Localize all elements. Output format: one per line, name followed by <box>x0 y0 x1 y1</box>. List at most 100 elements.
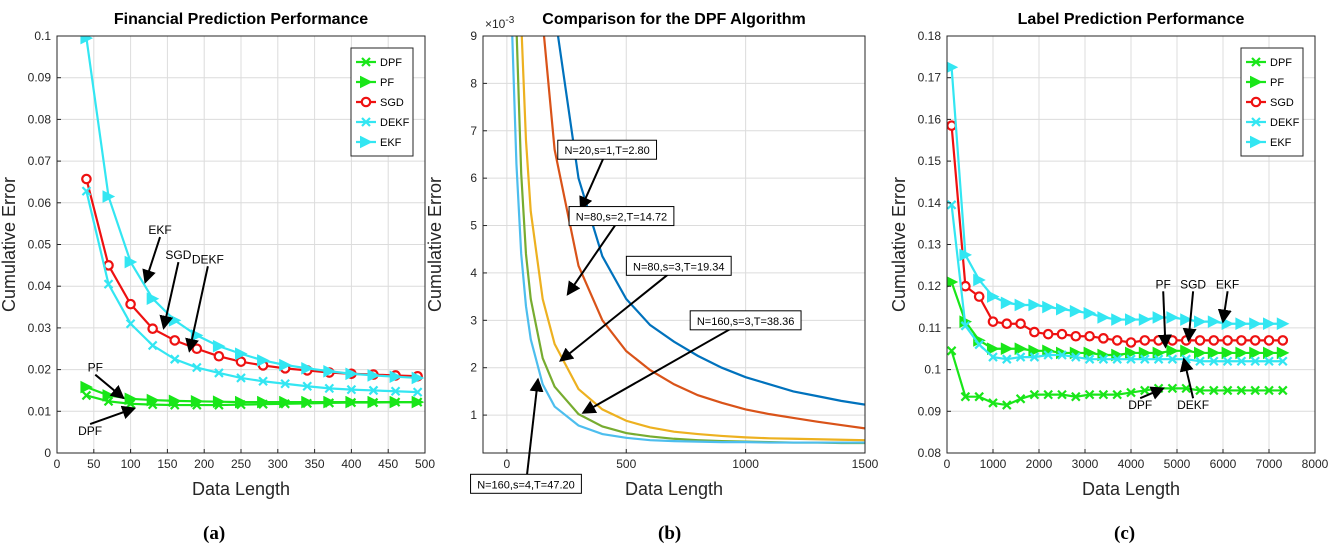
x-tick-label: 5000 <box>1164 457 1191 471</box>
data-point <box>959 248 973 262</box>
data-point <box>212 339 226 353</box>
annotation-box <box>470 473 582 494</box>
x-tick-label: 1000 <box>732 457 759 471</box>
data-point <box>1043 350 1053 360</box>
data-point <box>1209 356 1219 367</box>
data-point <box>1249 346 1262 360</box>
data-point <box>368 385 379 396</box>
data-point <box>235 347 248 361</box>
data-point <box>1111 313 1124 326</box>
x-tick-label: 150 <box>157 457 177 471</box>
legend-marker <box>1250 135 1263 149</box>
annotation-arrow <box>89 405 137 426</box>
data-point <box>1153 335 1164 346</box>
data-point <box>1278 356 1288 367</box>
y-tick-label: 1 <box>470 408 477 422</box>
data-point <box>947 200 957 210</box>
data-point <box>1180 344 1193 358</box>
series-line <box>86 386 418 404</box>
data-point <box>1276 317 1290 331</box>
data-point <box>1194 346 1207 360</box>
chart-panel-2: 0 500 1000 1500 1 2 3 4 5 6 7 8 9 ×10-3 Comparison for… <box>425 11 879 499</box>
y-tick-label: 0.04 <box>28 279 52 293</box>
data-point <box>102 190 116 203</box>
data-point <box>1236 356 1247 367</box>
data-point <box>1250 385 1260 396</box>
data-point <box>80 36 94 45</box>
x-tick-label: 500 <box>415 457 435 471</box>
x-tick-label: 0 <box>944 457 951 471</box>
annotation-arrow <box>1158 291 1172 349</box>
data-point <box>411 395 425 409</box>
data-point <box>1056 328 1068 340</box>
y-tick-label: 0.16 <box>918 112 942 126</box>
data-point <box>960 280 971 292</box>
data-point <box>1235 317 1249 331</box>
data-point <box>1167 383 1178 394</box>
y-tick-label: 0.1 <box>924 363 941 377</box>
legend-marker <box>1251 57 1261 67</box>
y-tick-label: 6 <box>470 171 477 185</box>
data-point <box>1181 383 1191 394</box>
data-point <box>1277 335 1289 346</box>
data-point <box>367 369 381 382</box>
annotation-arrow <box>559 265 680 362</box>
y-tick-label: 0.1 <box>34 29 51 43</box>
data-point <box>1140 385 1150 396</box>
legend-label: EKF <box>380 137 402 149</box>
chart-title: Financial Prediction Performance <box>114 11 368 28</box>
y-axis-label: Cumulative Error <box>889 177 909 312</box>
legend-label: DEKF <box>1270 117 1300 129</box>
y-axis-label: Cumulative Error <box>425 177 445 312</box>
legend-label: DPF <box>380 57 402 69</box>
data-point <box>1083 306 1097 320</box>
y-tick-label: 0.05 <box>28 238 52 252</box>
annotation-arrow <box>1179 357 1195 399</box>
data-point <box>1002 400 1012 410</box>
data-point <box>147 340 158 351</box>
chart-panel-3: 0 1000 2000 3000 4000 5000 6000 7000 8000 0.08 0.0… <box>889 11 1329 499</box>
x-axis-label: Data Length <box>1082 479 1180 499</box>
data-point <box>146 393 160 407</box>
annotation-label: N=160,s=4,T=47.20 <box>477 479 575 491</box>
x-tick-label: 300 <box>268 457 288 471</box>
y-tick-label: 4 <box>470 266 477 280</box>
y-tick-label: 0.14 <box>918 196 942 210</box>
data-point <box>1139 335 1151 346</box>
panel-label-a: (a) <box>203 523 226 544</box>
legend-marker <box>361 117 371 127</box>
data-point <box>301 395 314 409</box>
data-point <box>1015 318 1026 330</box>
axes-box <box>482 35 866 454</box>
data-point <box>301 362 314 375</box>
data-point <box>1000 296 1014 310</box>
data-point <box>1112 354 1122 364</box>
data-point <box>1209 385 1219 396</box>
annotation-label: DPF <box>1128 398 1152 412</box>
data-point <box>257 354 270 367</box>
annotation-arrow <box>185 266 209 353</box>
y-tick-label: 2 <box>470 361 477 375</box>
data-point <box>1029 352 1040 362</box>
data-point <box>1138 313 1152 326</box>
series-group <box>511 36 865 445</box>
series-line <box>511 36 865 444</box>
y-tick-label: 8 <box>470 76 477 90</box>
y-tick-label: 0.11 <box>919 321 942 335</box>
data-point <box>345 395 359 409</box>
series-group <box>80 36 425 410</box>
data-point <box>168 394 182 408</box>
data-point <box>389 370 403 383</box>
data-point <box>1235 346 1249 360</box>
legend-marker <box>360 96 372 108</box>
data-point <box>169 335 181 346</box>
data-point <box>1180 313 1193 326</box>
data-point <box>1167 335 1178 346</box>
annotation-box <box>557 139 658 160</box>
panel-label-b: (b) <box>658 523 682 544</box>
series-line <box>556 36 865 406</box>
y-tick-label: 0.09 <box>918 404 942 418</box>
data-point <box>1042 328 1054 340</box>
data-point <box>146 292 160 306</box>
data-point <box>1043 389 1053 400</box>
